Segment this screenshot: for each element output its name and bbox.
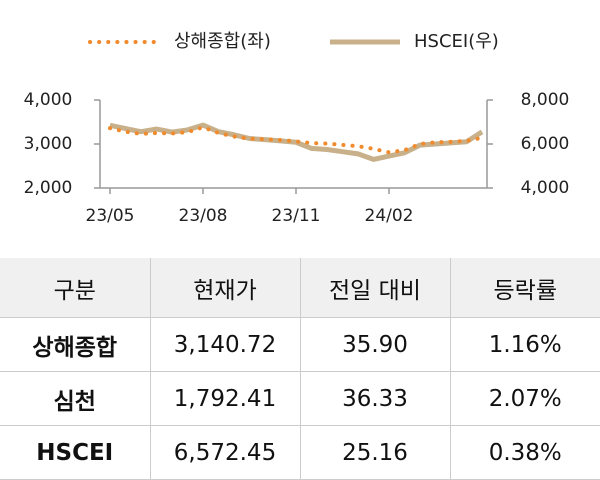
data-table: 구분 현재가 전일 대비 등락률 상해종합 3,140.72 35.90 1.16% 심천 1,7…: [0, 258, 600, 480]
series-line: [108, 125, 484, 155]
table-cell: 1.16%: [449, 317, 600, 372]
y2-tick-label: 8,000: [521, 90, 570, 110]
table-row: 상해종합 3,140.72 35.90 1.16%: [0, 317, 600, 372]
table-cell: 3,140.72: [149, 317, 300, 372]
table-row: 심천 1,792.41 36.33 2.07%: [0, 371, 600, 426]
header-cell: 전일 대비: [299, 258, 450, 318]
table-row: HSCEI 6,572.45 25.16 0.38%: [0, 425, 600, 480]
header-cell: 현재가: [149, 258, 300, 318]
table-cell: 심천: [0, 371, 150, 426]
x-tick-label: 23/11: [272, 206, 321, 226]
table-cell: 35.90: [299, 317, 450, 372]
y-tick-label: 2,000: [24, 178, 73, 198]
table-cell: 36.33: [299, 371, 450, 426]
table-cell: 0.38%: [449, 425, 600, 480]
x-tick-label: 24/02: [365, 206, 414, 226]
series-line: [109, 122, 484, 162]
header-cell: 등락률: [449, 258, 600, 318]
table-cell: 6,572.45: [149, 425, 300, 480]
table-cell: 상해종합: [0, 317, 150, 372]
x-tick-label: 23/08: [179, 206, 228, 226]
x-tick-label: 23/05: [86, 206, 135, 226]
y2-tick-label: 4,000: [521, 178, 570, 198]
table-cell: 2.07%: [449, 371, 600, 426]
table-cell: 1,792.41: [149, 371, 300, 426]
legend-label: 상해종합(좌): [174, 31, 271, 52]
y-tick-label: 3,000: [24, 134, 73, 154]
header-cell: 구분: [0, 258, 150, 318]
legend-label: HSCEI(우): [414, 31, 499, 52]
table-cell: 25.16: [299, 425, 450, 480]
chart: 2,000 3,000 4,000 4,000 6,000 8,000 23/05 23/08…: [24, 31, 570, 226]
table-cell: HSCEI: [0, 425, 150, 480]
y2-tick-label: 6,000: [521, 134, 570, 154]
y-tick-label: 4,000: [24, 90, 73, 110]
